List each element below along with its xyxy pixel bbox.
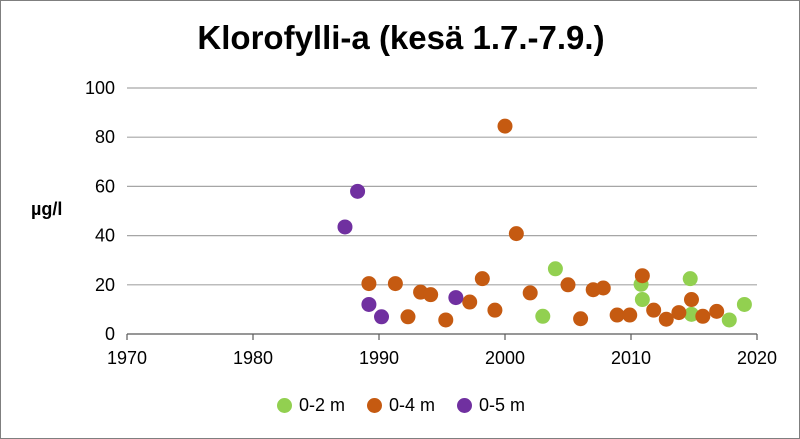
x-tick-label: 2000 (485, 348, 525, 368)
y-tick-label: 100 (85, 78, 115, 98)
point-0-4-m (522, 285, 538, 301)
point-0-5-m (361, 296, 377, 312)
x-tick-label: 1980 (233, 348, 273, 368)
y-tick-label: 60 (95, 176, 115, 196)
point-0-2-m (535, 308, 551, 324)
point-0-4-m (497, 118, 513, 134)
y-tick-label: 20 (95, 275, 115, 295)
point-0-5-m (374, 309, 390, 325)
chart-title: Klorofylli-a (kesä 1.7.-7.9.) (197, 19, 605, 56)
legend-marker (366, 398, 382, 413)
legend-label: 0-5 m (479, 395, 526, 415)
point-0-5-m (350, 183, 366, 199)
point-0-4-m (609, 307, 625, 323)
point-0-4-m (695, 308, 711, 324)
point-0-5-m (448, 290, 464, 306)
x-tick-label: 1990 (359, 348, 399, 368)
y-tick-label: 80 (95, 127, 115, 147)
point-0-4-m (646, 302, 662, 318)
legend-item: 0-4 m (366, 395, 435, 416)
point-0-4-m (573, 311, 589, 327)
x-tick-label: 2020 (737, 348, 777, 368)
point-0-4-m (671, 305, 687, 321)
point-0-2-m (547, 261, 563, 277)
point-0-4-m (634, 268, 650, 284)
point-0-2-m (736, 296, 752, 312)
point-0-4-m (683, 292, 699, 308)
legend-item: 0-5 m (457, 395, 525, 416)
point-0-2-m (683, 306, 699, 322)
point-0-4-m (622, 307, 638, 323)
point-0-4-m (560, 277, 576, 293)
point-0-4-m (361, 276, 377, 292)
point-0-4-m (487, 302, 503, 318)
x-tick-label: 2010 (611, 348, 651, 368)
point-0-4-m (595, 280, 611, 296)
y-tick-label: 40 (95, 226, 115, 246)
point-0-2-m (634, 292, 650, 308)
point-0-4-m (474, 271, 490, 287)
y-tick-label: 0 (105, 324, 115, 344)
point-0-4-m (462, 294, 478, 310)
point-0-5-m (337, 219, 353, 235)
legend-item: 0-2 m (276, 395, 345, 416)
point-0-4-m (709, 303, 725, 319)
legend-label: 0-4 m (388, 395, 435, 415)
point-0-2-m (682, 271, 698, 287)
point-0-2-m (721, 312, 737, 328)
x-tick-label: 1970 (107, 348, 147, 368)
legend: 0-2 m 0-4 m 0-5 m (1, 395, 800, 416)
legend-marker (457, 398, 472, 413)
point-0-4-m (438, 312, 454, 328)
point-0-4-m (387, 276, 403, 292)
point-0-4-m (400, 309, 416, 325)
y-axis-label: µg/l (31, 199, 63, 219)
legend-marker (276, 398, 292, 413)
point-0-4-m (658, 311, 674, 327)
point-0-4-m (508, 226, 524, 242)
point-0-4-m (423, 287, 439, 303)
legend-label: 0-2 m (298, 395, 345, 415)
